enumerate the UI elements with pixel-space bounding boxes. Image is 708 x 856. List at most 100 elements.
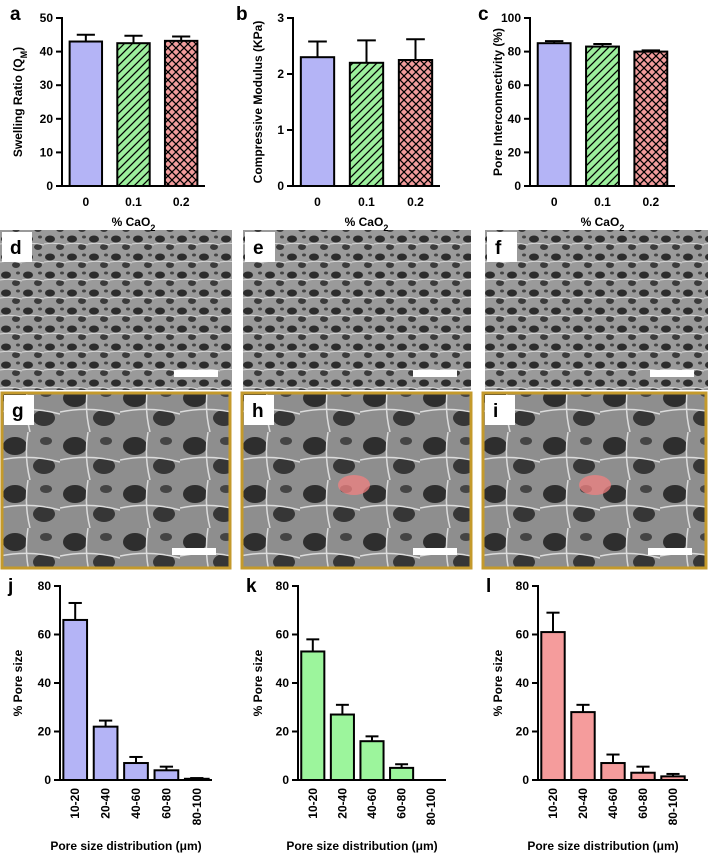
x-tick-label: 0.1 xyxy=(125,195,142,209)
panel-label-bg xyxy=(2,232,32,262)
x-tick-label: 80-100 xyxy=(190,788,204,826)
panel-label: c xyxy=(478,4,489,25)
x-axis-label-part: % CaO xyxy=(112,215,151,229)
panel-label-bg xyxy=(487,232,517,262)
y-axis-label: Pore Interconnectivity (%) xyxy=(491,28,505,176)
y-tick-label: 1 xyxy=(277,123,284,137)
bar xyxy=(585,45,620,188)
bar xyxy=(123,762,149,782)
bar xyxy=(630,771,656,781)
x-axis-label-part: Pore size distribution (μm) xyxy=(50,839,201,853)
y-tick-label: 0 xyxy=(46,179,53,193)
bar xyxy=(329,713,355,782)
x-tick-label: 10-20 xyxy=(68,788,82,819)
x-axis-label: Pore size distribution (μm) xyxy=(286,839,437,853)
y-tick-label: 10 xyxy=(40,145,54,159)
x-tick-label: 80-100 xyxy=(424,788,438,826)
y-tick-label: 40 xyxy=(40,45,54,59)
x-axis-label: % CaO2 xyxy=(581,215,625,233)
x-tick-label: 60-80 xyxy=(159,788,173,819)
y-tick-label: 80 xyxy=(508,45,522,59)
x-axis-label-part: Pore size distribution (μm) xyxy=(286,839,437,853)
y-tick-label: 100 xyxy=(501,11,521,25)
y-tick-label: 80 xyxy=(38,579,52,593)
x-tick-label: 20-40 xyxy=(335,788,349,819)
bar xyxy=(536,42,572,188)
y-axis-label: % Pore size xyxy=(11,649,25,716)
bar xyxy=(92,725,119,782)
panel-label: j xyxy=(7,576,13,597)
x-tick-label: 60-80 xyxy=(395,788,409,819)
scale-bar xyxy=(174,370,218,377)
x-tick-label: 60-80 xyxy=(636,788,650,819)
y-tick-label: 0 xyxy=(282,773,289,787)
panel-label: d xyxy=(10,238,22,259)
y-tick-label: 20 xyxy=(516,725,530,739)
bar xyxy=(348,61,385,187)
panel-label-bg xyxy=(485,395,515,425)
bar xyxy=(300,650,326,781)
y-axis-label-part: ) xyxy=(11,47,25,51)
bar xyxy=(68,40,104,187)
y-tick-label: 60 xyxy=(38,628,52,642)
y-tick-label: 80 xyxy=(516,579,530,593)
panel-label: k xyxy=(246,576,257,597)
y-tick-label: 20 xyxy=(508,145,522,159)
y-axis-label-part: % Pore size xyxy=(491,649,505,716)
x-tick-label: 0.2 xyxy=(642,195,659,209)
y-tick-label: 60 xyxy=(276,628,290,642)
x-axis-label-part: 2 xyxy=(619,223,624,233)
y-tick-label: 60 xyxy=(508,78,522,92)
panel-label: h xyxy=(252,401,264,422)
y-tick-label: 50 xyxy=(40,11,54,25)
y-axis-label-part: % Pore size xyxy=(251,649,265,716)
bar xyxy=(62,618,89,782)
y-axis-label-part: Swelling Ratio (Q xyxy=(11,58,25,157)
y-axis-label: Compressive Modulus (KPa) xyxy=(251,21,265,184)
y-tick-label: 3 xyxy=(277,11,284,25)
x-tick-label: 0 xyxy=(551,195,558,209)
x-tick-label: 20-40 xyxy=(99,788,113,819)
panel-label: a xyxy=(10,4,21,25)
y-tick-label: 80 xyxy=(276,579,290,593)
y-tick-label: 30 xyxy=(40,78,54,92)
y-axis-label-part: M xyxy=(19,51,29,59)
bar xyxy=(397,59,434,187)
x-axis-label-part: % CaO xyxy=(581,215,620,229)
scale-bar xyxy=(648,548,692,555)
panel-label: g xyxy=(12,401,24,422)
scale-bar xyxy=(413,548,457,555)
y-tick-label: 20 xyxy=(40,112,54,126)
y-axis-label: % Pore size xyxy=(251,649,265,716)
x-axis-label-part: 2 xyxy=(383,223,388,233)
scale-bar xyxy=(650,370,694,377)
y-tick-label: 0 xyxy=(277,179,284,193)
y-tick-label: 0 xyxy=(522,773,529,787)
panel-label: i xyxy=(493,401,498,422)
x-axis-label: Pore size distribution (μm) xyxy=(50,839,201,853)
y-axis-label: Swelling Ratio (QM) xyxy=(11,47,29,157)
highlight xyxy=(338,475,370,495)
scale-bar xyxy=(413,370,457,377)
scale-bar xyxy=(172,548,216,555)
bar xyxy=(389,766,415,781)
x-tick-label: 0 xyxy=(82,195,89,209)
y-axis-label-part: Compressive Modulus (KPa) xyxy=(251,21,265,184)
bar xyxy=(570,711,596,781)
y-tick-label: 0 xyxy=(44,773,51,787)
x-tick-label: 80-100 xyxy=(666,788,680,826)
y-tick-label: 40 xyxy=(38,676,52,690)
sem-image xyxy=(485,230,708,390)
panel-label-bg xyxy=(244,395,274,425)
x-tick-label: 10-20 xyxy=(546,788,560,819)
bar xyxy=(540,631,566,782)
panel-label: l xyxy=(486,576,491,597)
y-axis-label-part: % Pore size xyxy=(11,649,25,716)
y-axis-label: % Pore size xyxy=(491,649,505,716)
y-tick-label: 0 xyxy=(514,179,521,193)
y-tick-label: 60 xyxy=(516,628,530,642)
y-tick-label: 40 xyxy=(276,676,290,690)
x-axis-label: % CaO2 xyxy=(345,215,389,233)
